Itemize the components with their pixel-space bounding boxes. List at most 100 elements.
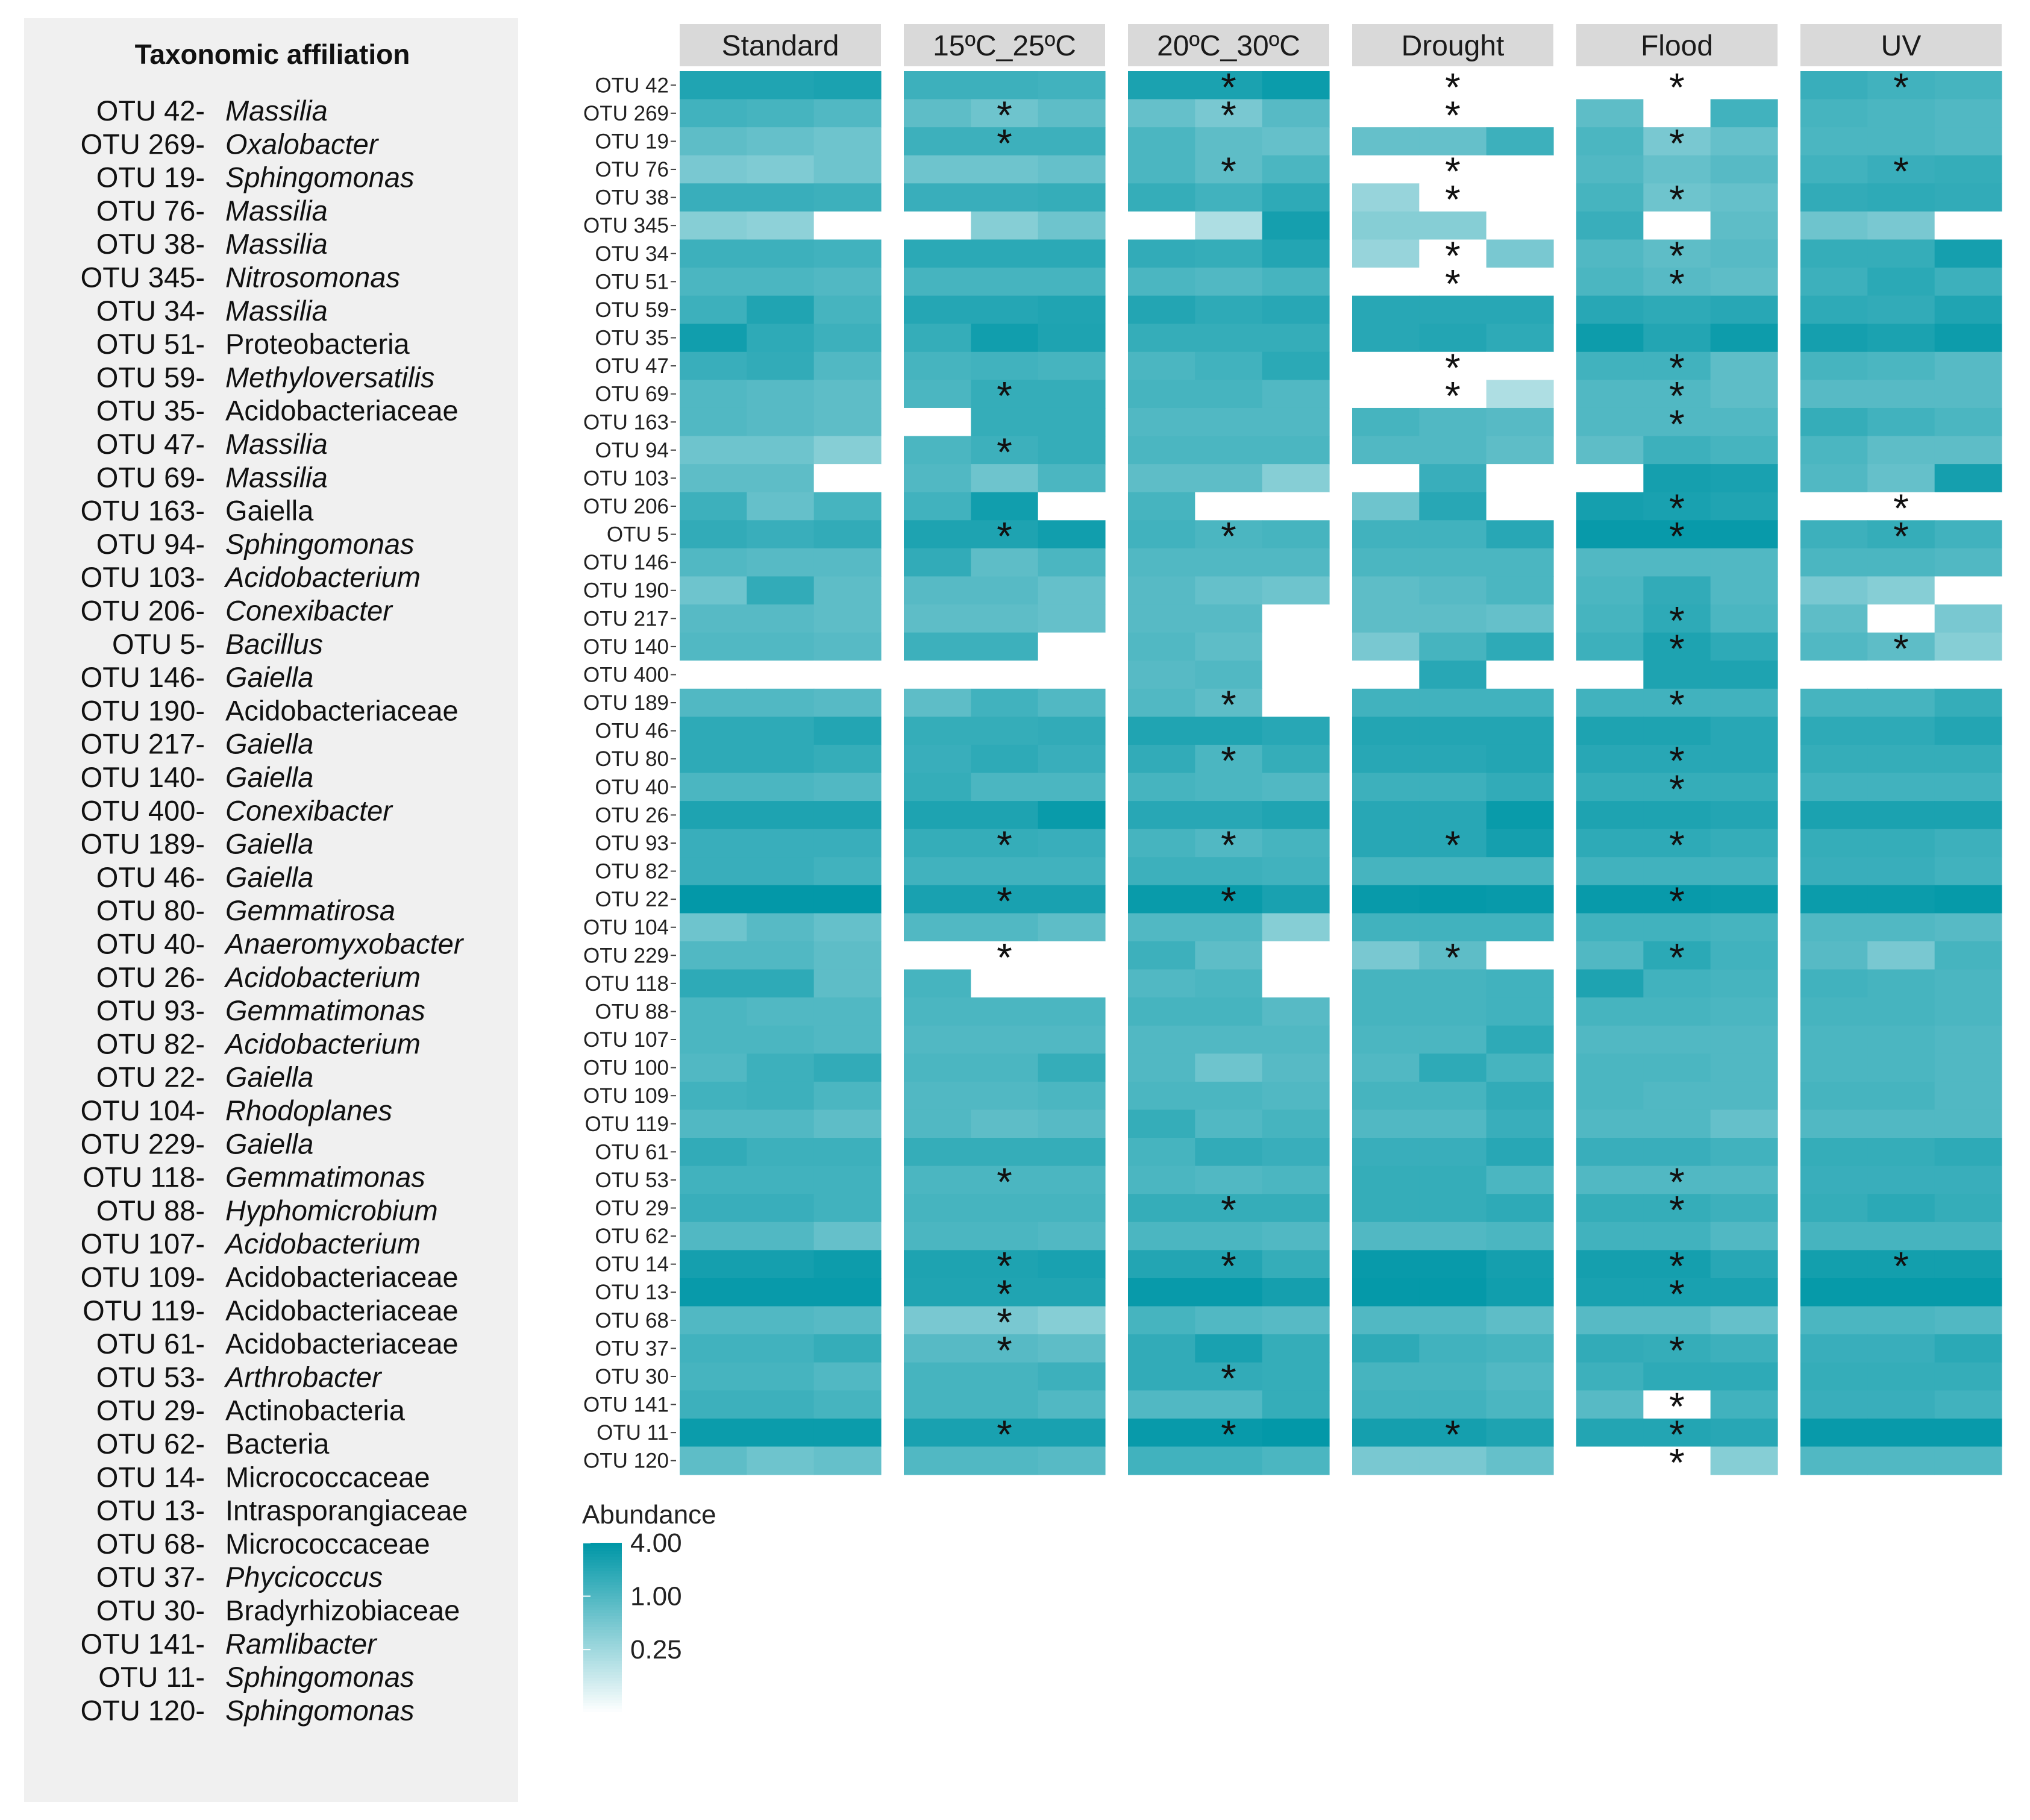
- heatmap-cell: [680, 99, 747, 128]
- significance-star: *: [1669, 1384, 1685, 1429]
- heatmap-cell: [1352, 717, 1420, 745]
- heatmap-cell: [1195, 211, 1263, 240]
- row-label: OTU 400: [583, 663, 669, 686]
- row-label: OTU 206: [583, 495, 669, 518]
- heatmap-cell: [1195, 913, 1263, 942]
- heatmap-cell: [1576, 407, 1644, 437]
- heatmap-cell: [1934, 997, 2002, 1026]
- significance-star: *: [1445, 374, 1461, 418]
- heatmap-cell: [747, 351, 815, 380]
- heatmap-cell: [1576, 1250, 1644, 1279]
- heatmap-cell: [1195, 773, 1263, 802]
- significance-star: *: [1669, 935, 1685, 979]
- heatmap-cell: [1800, 1194, 1868, 1223]
- heatmap-cell: [680, 239, 747, 268]
- heatmap-cell: [1934, 576, 2002, 605]
- significance-star: *: [997, 1272, 1012, 1316]
- heatmap-cell: [1128, 1025, 1195, 1054]
- facet-strip: [1576, 24, 1778, 66]
- heatmap-cell: [1710, 407, 1778, 437]
- legend-gradient-step: [583, 1554, 622, 1558]
- significance-star: *: [1893, 64, 1909, 109]
- heatmap-cell: [1486, 1362, 1554, 1391]
- heatmap-cell: [747, 1418, 815, 1448]
- facet-title: UV: [1881, 30, 1922, 62]
- heatmap-cell: [680, 1222, 747, 1250]
- row-label: OTU 76: [595, 158, 669, 181]
- heatmap-cell: [1867, 1194, 1935, 1223]
- heatmap-cell: [1262, 71, 1330, 100]
- heatmap-cell: [1576, 913, 1644, 942]
- heatmap-cell: [680, 464, 747, 493]
- heatmap-cell: [1419, 829, 1487, 858]
- heatmap-cell: [1934, 324, 2002, 353]
- significance-star: *: [1669, 514, 1685, 559]
- row-label: OTU 22: [595, 888, 669, 911]
- taxonomy-name: Sphingomonas: [225, 528, 415, 560]
- heatmap-cell: [1352, 857, 1420, 886]
- heatmap-cell: [1643, 492, 1711, 521]
- taxonomy-name: Sphingomonas: [225, 1694, 415, 1726]
- taxonomy-otu: OTU 93-: [96, 994, 205, 1026]
- heatmap-cell: [1038, 1138, 1106, 1167]
- heatmap-cell: [1576, 1362, 1644, 1391]
- heatmap-cell: [1710, 773, 1778, 802]
- heatmap-cell: [1486, 801, 1554, 830]
- taxonomy-otu: OTU 109-: [81, 1261, 205, 1293]
- heatmap-cell: [971, 1418, 1039, 1448]
- row-label: OTU 42: [595, 74, 669, 97]
- heatmap-cell: [1419, 127, 1487, 156]
- heatmap-cell: [904, 1278, 971, 1307]
- heatmap-cell: [1419, 969, 1487, 998]
- heatmap-cell: [1867, 464, 1935, 493]
- heatmap-cell: [971, 885, 1039, 914]
- significance-star: *: [997, 1244, 1012, 1288]
- heatmap-cell: [1486, 1222, 1554, 1250]
- significance-star: *: [1221, 149, 1236, 193]
- legend-gradient-step: [583, 1604, 622, 1608]
- heatmap-cell: [1800, 183, 1868, 212]
- heatmap-cell: [1576, 127, 1644, 156]
- heatmap-cell: [1710, 829, 1778, 858]
- row-label: OTU 47: [595, 354, 669, 378]
- heatmap-cell: [813, 1166, 882, 1194]
- heatmap-cell: [1800, 801, 1868, 830]
- taxonomy-otu: OTU 190-: [81, 694, 205, 726]
- heatmap-cell: [1038, 1446, 1106, 1475]
- heatmap-cell: [1038, 1081, 1106, 1111]
- heatmap-cell: [747, 436, 815, 465]
- heatmap-cell: [904, 829, 971, 858]
- heatmap-cell: [1867, 1446, 1935, 1475]
- heatmap-cell: [1419, 632, 1487, 661]
- heatmap-cell: [1486, 1390, 1554, 1419]
- significance-star: *: [997, 121, 1012, 165]
- legend-gradient-step: [583, 1672, 622, 1676]
- heatmap-cell: [971, 688, 1039, 717]
- heatmap-cell: [1038, 239, 1106, 268]
- heatmap-cell: [1352, 801, 1420, 830]
- heatmap-cell: [904, 1053, 971, 1082]
- heatmap-cell: [1710, 913, 1778, 942]
- heatmap-cell: [813, 211, 882, 240]
- heatmap-cell: [1262, 1194, 1330, 1223]
- heatmap-cell: [680, 969, 747, 998]
- heatmap-cell: [1576, 71, 1644, 100]
- heatmap-cell: [680, 1446, 747, 1475]
- heatmap-cell: [904, 239, 971, 268]
- significance-star: *: [1669, 598, 1685, 642]
- heatmap-cell: [1867, 407, 1935, 437]
- heatmap-cell: [1486, 857, 1554, 886]
- heatmap-cell: [1867, 773, 1935, 802]
- legend-gradient-step: [583, 1568, 622, 1572]
- taxonomy-name: Conexibacter: [225, 794, 393, 826]
- heatmap-cell: [1486, 688, 1554, 717]
- heatmap-cell: [904, 268, 971, 297]
- heatmap-cell: [1800, 1334, 1868, 1363]
- heatmap-cell: [747, 1166, 815, 1194]
- heatmap-cell: [1352, 492, 1420, 521]
- heatmap-cell: [1195, 941, 1263, 970]
- row-label: OTU 93: [595, 832, 669, 855]
- heatmap-cell: [1038, 744, 1106, 774]
- heatmap-cell: [1486, 1138, 1554, 1167]
- heatmap-cell: [1419, 548, 1487, 577]
